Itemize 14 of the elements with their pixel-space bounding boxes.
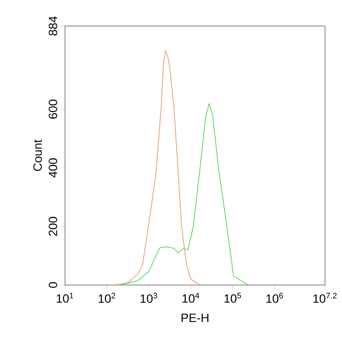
y-axis-title: Count [33,140,42,171]
x-tick-label: 10$^{7.2}$ [313,292,337,303]
x-tick-label: 10$^{3}$ [140,292,158,303]
x-tick-label: 10$^{1}$ [56,292,74,303]
x-tick-label: 10$^{2}$ [98,292,116,303]
x-tick-label: 10$^{4}$ [182,292,200,303]
y-tick-label: 884 [48,16,58,36]
x-tick-label: 10$^{6}$ [266,292,283,303]
y-tick-label: 400 [48,158,58,178]
y-tick-label: 600 [48,100,58,119]
x-tick-label: 10$^{5}$ [224,292,242,303]
x-axis-title: PE-H [182,314,208,322]
y-tick-label: 200 [48,216,58,236]
y-tick-label: 0 [48,282,58,288]
